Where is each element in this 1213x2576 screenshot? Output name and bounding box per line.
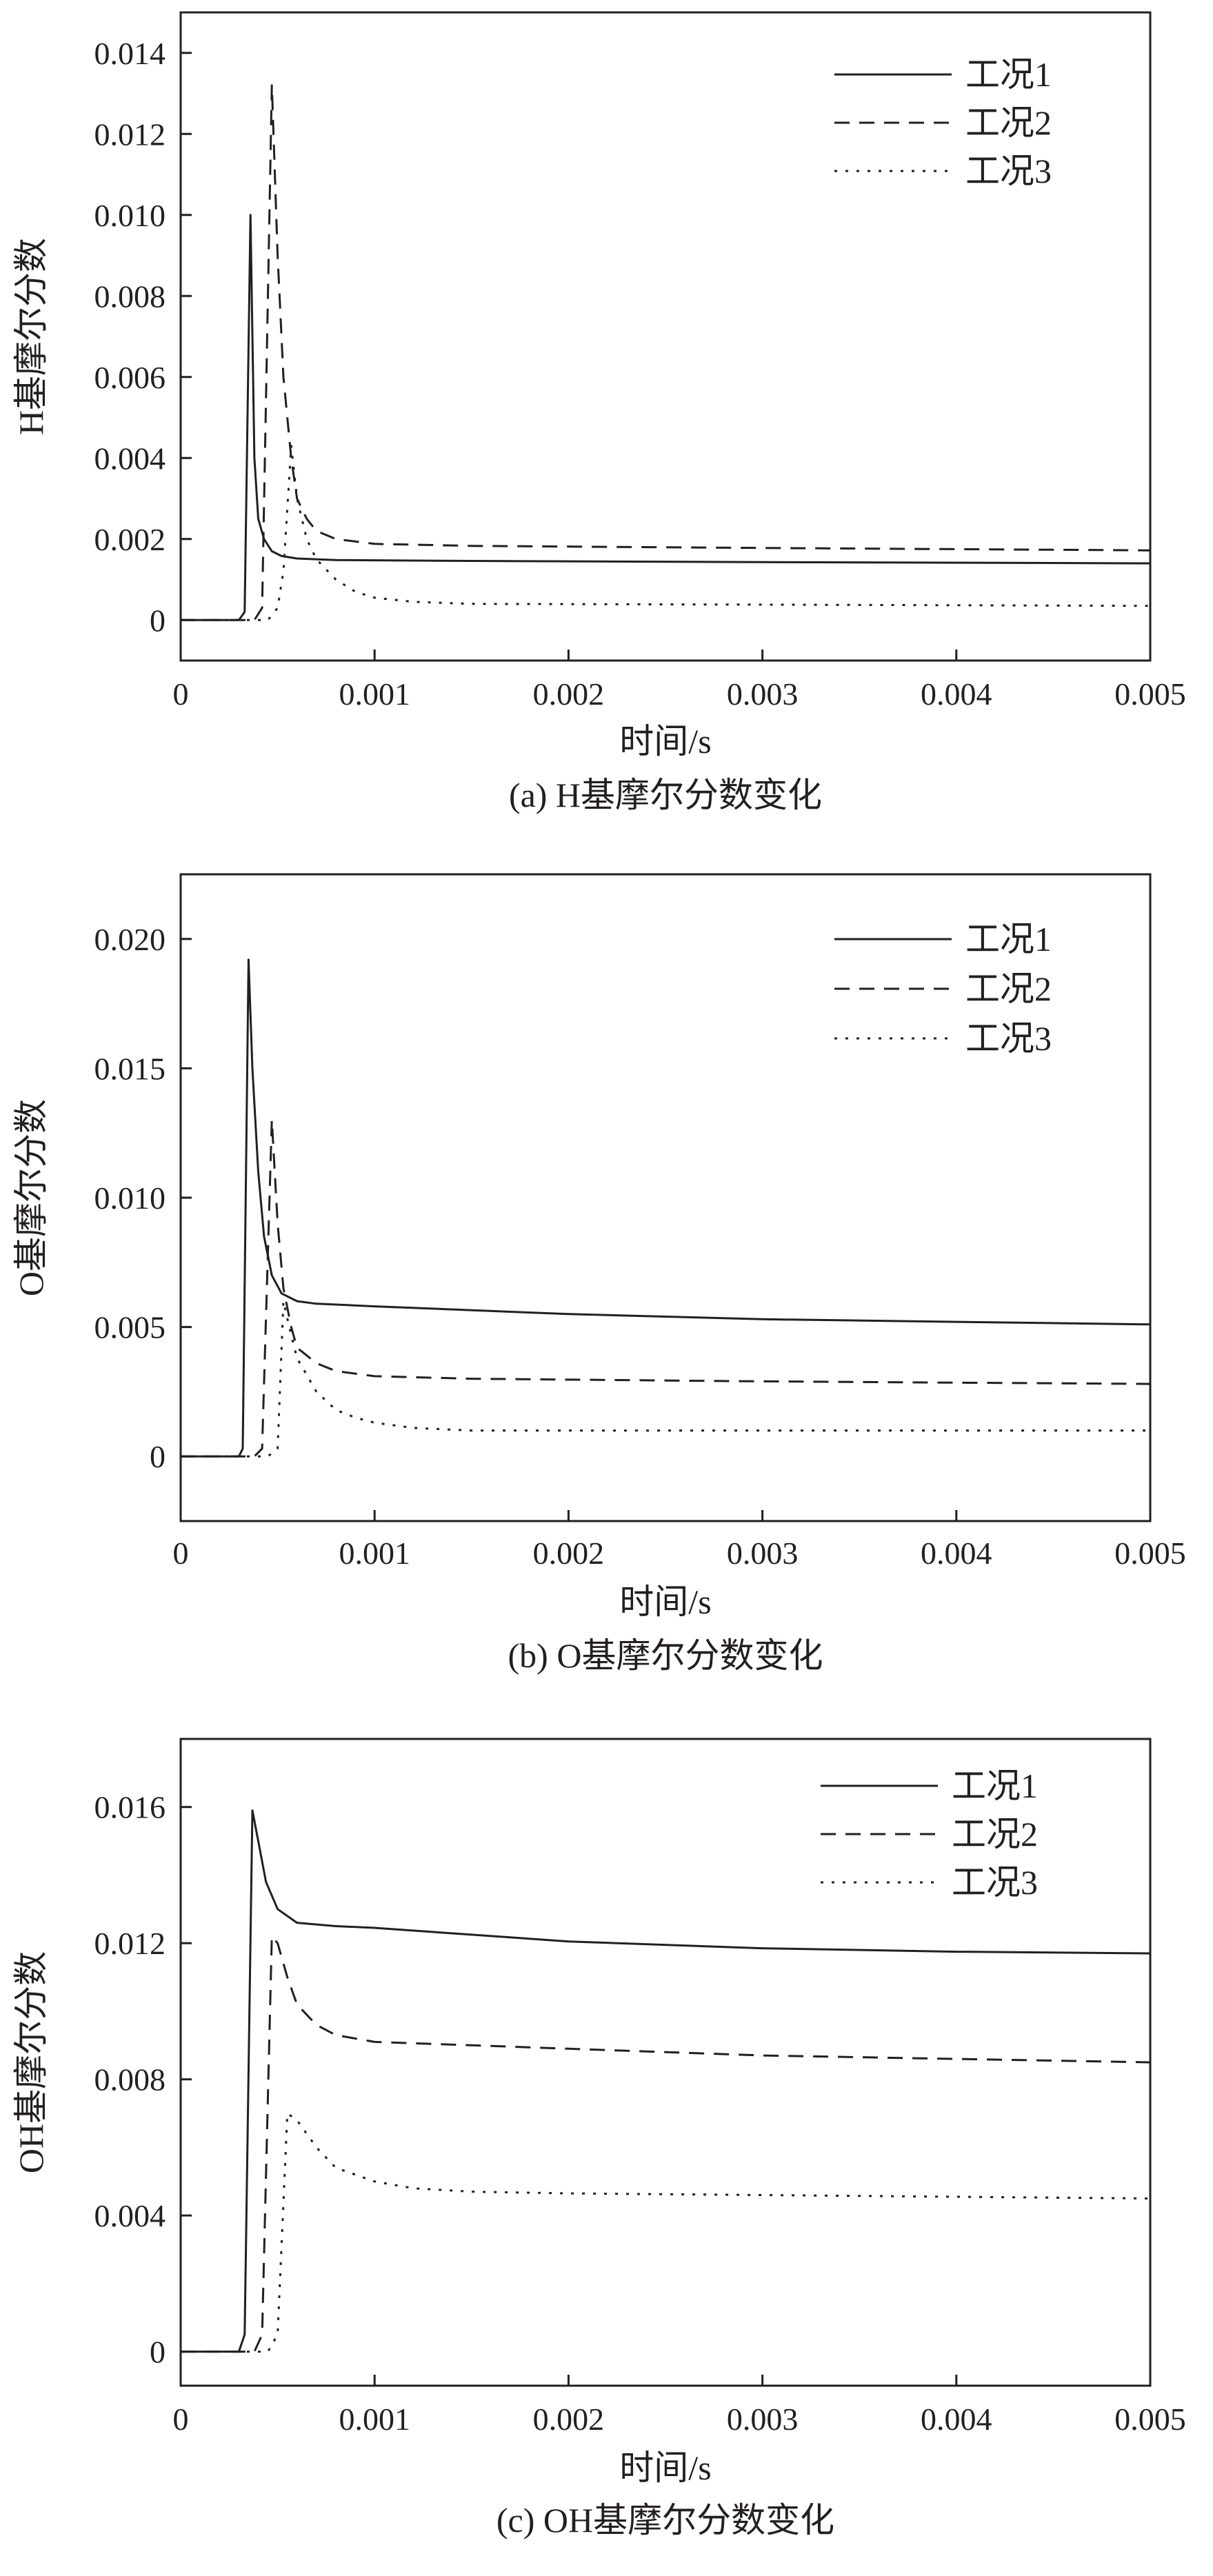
series-line-1 <box>181 958 1151 1458</box>
legend: 工况1 工况2 工况3 <box>834 55 1052 190</box>
chart-panel-2: 0 0.001 0.002 0.003 0.004 0.005 0 0.005 0.010 0.0… <box>12 873 1186 1675</box>
legend-label-2: 工况2 <box>965 103 1052 142</box>
y-axis-label: OH基摩尔分数 <box>12 1951 50 2173</box>
x-tick-label: 0 <box>173 1536 189 1571</box>
x-axis-label: 时间/s <box>619 1582 711 1621</box>
series-line-2 <box>181 1935 1151 2353</box>
y-tick-label: 0.004 <box>94 441 166 476</box>
x-tick-label: 0.004 <box>921 2402 992 2437</box>
panel-caption: (b) O基摩尔分数变化 <box>508 1636 823 1675</box>
x-axis-label: 时间/s <box>619 2448 711 2487</box>
panel-caption: (a) H基摩尔分数变化 <box>509 776 822 814</box>
y-tick-label: 0.004 <box>94 2198 166 2233</box>
y-axis-label: O基摩尔分数 <box>12 1099 50 1296</box>
x-tick-label: 0.002 <box>533 1536 605 1571</box>
x-tick-label: 0.003 <box>727 676 799 712</box>
series-line-2 <box>181 1118 1151 1458</box>
y-tick-label: 0.012 <box>94 117 166 152</box>
legend-label-1: 工况1 <box>965 55 1052 94</box>
x-tick-label: 0.005 <box>1114 1536 1186 1571</box>
legend-label-3: 工况3 <box>965 1019 1052 1058</box>
legend: 工况1 工况2 工况3 <box>821 1767 1038 1902</box>
y-tick-label: 0 <box>150 1439 166 1474</box>
series-line-3 <box>181 445 1151 621</box>
y-tick-label: 0.002 <box>94 522 166 557</box>
y-tick-label: 0.010 <box>94 1180 166 1216</box>
x-tick-label: 0.001 <box>339 2402 410 2437</box>
x-tick-label: 0.004 <box>921 676 992 712</box>
x-tick-label: 0.003 <box>727 2402 799 2437</box>
panel-caption: (c) OH基摩尔分数变化 <box>497 2501 834 2539</box>
chart-panel-3: 0 0.001 0.002 0.003 0.004 0.005 0 0.004 0.008 0.0… <box>12 1738 1186 2539</box>
y-tick-label: 0.008 <box>94 2062 166 2097</box>
legend-label-1: 工况1 <box>965 920 1052 958</box>
y-tick-label: 0.010 <box>94 198 166 233</box>
x-tick-label: 0.005 <box>1114 676 1186 712</box>
x-tick-label: 0.001 <box>339 676 410 712</box>
x-tick-label: 0.005 <box>1114 2402 1186 2437</box>
legend-label-2: 工况2 <box>965 969 1052 1008</box>
y-tick-label: 0 <box>150 603 166 638</box>
y-tick-label: 0.008 <box>94 279 166 314</box>
x-tick-label: 0.003 <box>727 1536 799 1571</box>
legend: 工况1 工况2 工况3 <box>834 920 1052 1058</box>
x-tick-label: 0.002 <box>533 2402 605 2437</box>
y-tick-label: 0.005 <box>94 1310 166 1345</box>
x-tick-label: 0.004 <box>921 1536 992 1571</box>
y-tick-label: 0.012 <box>94 1926 166 1961</box>
x-axis-label: 时间/s <box>619 722 711 761</box>
series-line-3 <box>181 1300 1150 1458</box>
legend-label-2: 工况2 <box>952 1815 1038 1853</box>
y-tick-label: 0.016 <box>94 1790 166 1825</box>
legend-label-3: 工况3 <box>965 152 1052 190</box>
x-tick-label: 0 <box>173 2402 189 2437</box>
y-tick-label: 0.014 <box>94 36 166 71</box>
y-axis-label: H基摩尔分数 <box>12 238 50 435</box>
series-line-3 <box>181 2112 1151 2353</box>
x-tick-label: 0 <box>173 676 189 712</box>
x-tick-label: 0.001 <box>339 1536 410 1571</box>
y-tick-label: 0.015 <box>94 1051 166 1086</box>
legend-label-3: 工况3 <box>952 1863 1038 1902</box>
series-line-2 <box>181 84 1151 621</box>
y-tick-label: 0.020 <box>94 922 166 957</box>
series-line-1 <box>181 214 1151 621</box>
y-tick-label: 0.006 <box>94 360 166 395</box>
x-tick-label: 0.002 <box>533 676 605 712</box>
chart-panel-1: 0 0.001 0.002 0.003 0.004 0.005 0 0.002 0.004 0.0… <box>12 11 1186 814</box>
series-line-1 <box>181 1809 1151 2353</box>
legend-label-1: 工况1 <box>952 1767 1038 1805</box>
plot-frame <box>179 11 1152 662</box>
y-tick-label: 0 <box>150 2335 166 2370</box>
